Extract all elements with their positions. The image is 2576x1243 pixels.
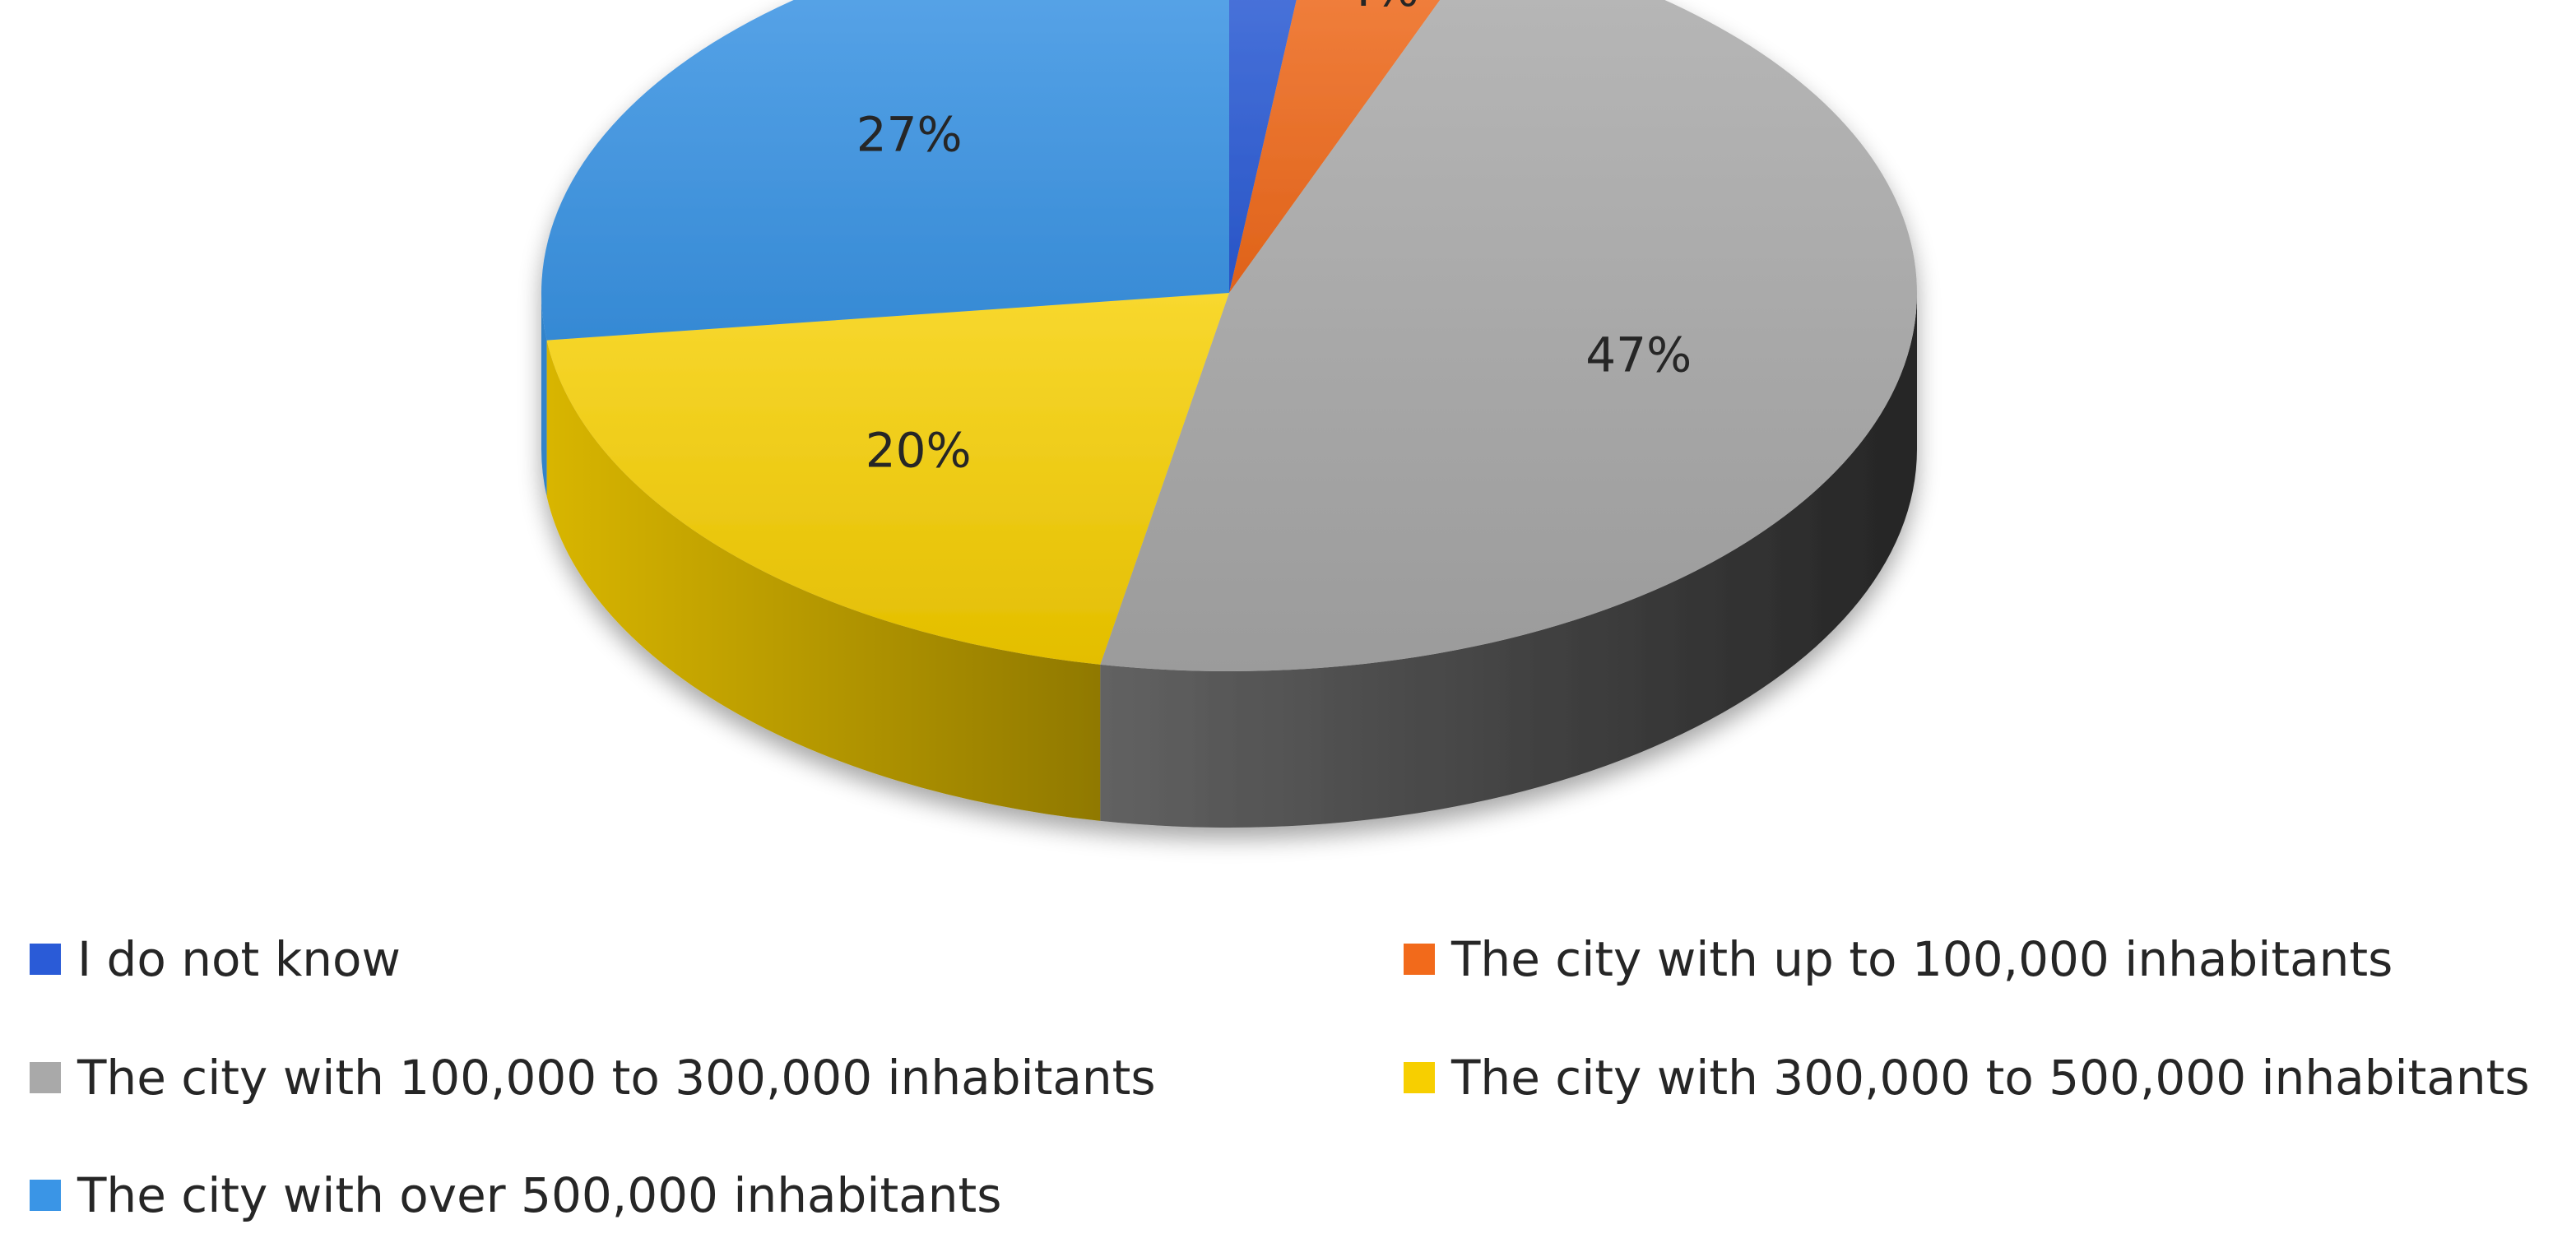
pie-side-wall bbox=[541, 293, 547, 497]
pie-slice bbox=[541, 0, 1229, 341]
pie-slice bbox=[1229, 0, 1441, 293]
pie-slice bbox=[1100, 0, 1917, 671]
pie-side-wall bbox=[546, 340, 1101, 821]
data-label: 47% bbox=[1585, 327, 1692, 383]
data-label: 4% bbox=[1343, 0, 1418, 17]
pie-side-wall bbox=[1100, 293, 1917, 828]
data-label: 20% bbox=[866, 422, 972, 478]
pie-slice bbox=[1229, 0, 1297, 293]
pie-slice bbox=[546, 293, 1229, 665]
data-label: 27% bbox=[856, 107, 963, 163]
data-label: 2% bbox=[1214, 0, 1289, 8]
